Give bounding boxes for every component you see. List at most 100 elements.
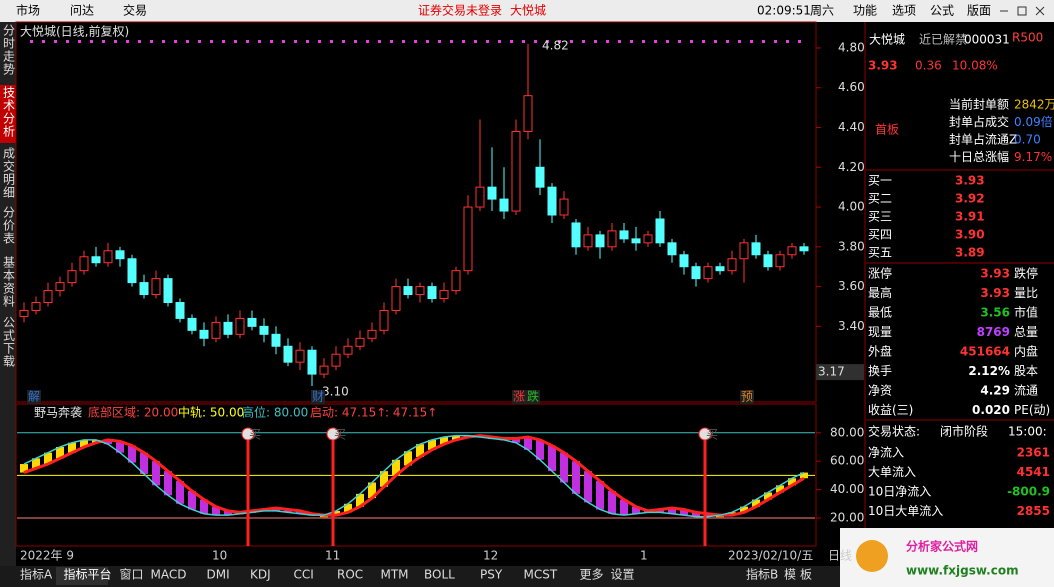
event-label[interactable]: 涨: [513, 389, 525, 404]
bottom-tab[interactable]: DMI: [207, 568, 230, 582]
side-tab[interactable]: 成交明细: [2, 147, 16, 199]
chart-title: 大悦城(日线,前复权): [20, 24, 129, 39]
signal-bar: [752, 499, 760, 507]
flow-label: 净流入: [868, 446, 904, 460]
stat-label: 最低: [868, 306, 892, 320]
signal-dot: [606, 40, 609, 43]
candle-body: [79, 256, 89, 272]
candle-body: [331, 353, 341, 367]
maximize[interactable]: [1017, 6, 1027, 16]
candle-body: [691, 266, 701, 280]
stat-label: 总量: [1014, 325, 1038, 339]
signal-bar: [68, 442, 76, 453]
signal-dot: [198, 40, 201, 43]
signal-dot: [366, 40, 369, 43]
window-controls: [1000, 6, 1045, 16]
event-label[interactable]: 预: [741, 390, 753, 404]
event-label[interactable]: 财: [312, 390, 324, 404]
signal-bar: [776, 485, 784, 493]
signal-dot: [102, 40, 105, 43]
candle-body: [415, 286, 425, 296]
event-label[interactable]: 解: [28, 390, 40, 404]
signal-dot: [798, 40, 801, 43]
stat-value: 451664: [960, 345, 1010, 359]
bottom-tab[interactable]: KDJ: [250, 568, 271, 582]
bottom-tab[interactable]: 指标B: [746, 567, 778, 582]
signal-bar: [680, 509, 688, 516]
menu-item[interactable]: 版面: [967, 4, 991, 18]
candle-body: [607, 230, 617, 248]
candle-body: [295, 349, 305, 363]
candle-body: [775, 254, 785, 268]
side-tab[interactable]: 分时走势: [2, 24, 16, 76]
close[interactable]: [1035, 6, 1045, 16]
seal-label: 封单占成交: [949, 114, 1009, 129]
side-tab[interactable]: 公式下载: [2, 316, 16, 368]
candle-body: [655, 218, 665, 244]
bottom-tab[interactable]: PSY: [480, 568, 503, 582]
flow-value: 2361: [1017, 446, 1050, 460]
side-tab[interactable]: 基本资料: [2, 256, 16, 308]
bottom-tab[interactable]: BOLL: [424, 568, 455, 582]
high-label: 4.82: [542, 38, 569, 52]
menu-item[interactable]: 功能: [853, 4, 877, 18]
seal-value: 0.70: [1014, 133, 1041, 147]
candle-body: [31, 302, 41, 311]
candle-body: [499, 198, 509, 212]
signal-bar: [548, 445, 556, 472]
event-box: [740, 390, 754, 404]
side-tab[interactable]: 技术分析: [2, 86, 16, 138]
bottom-tab[interactable]: 模: [784, 568, 796, 582]
candle-body: [319, 365, 329, 375]
bottom-tab[interactable]: 设置: [611, 568, 635, 582]
bottom-tab[interactable]: 指标平台: [64, 567, 112, 582]
stat-value: 3.93: [980, 286, 1010, 300]
bottom-tab[interactable]: 窗口: [120, 568, 144, 582]
indicator-title: 野马奔袭: [34, 405, 82, 420]
side-tab[interactable]: 分价表: [2, 206, 16, 245]
menu-item[interactable]: 问达: [70, 4, 94, 18]
signal-bar: [20, 464, 28, 473]
low-label: 3.10: [322, 385, 349, 399]
signal-dot: [762, 40, 765, 43]
event-box: [27, 390, 41, 404]
stat-label: 净资: [868, 384, 892, 398]
signal-dot: [786, 40, 789, 43]
menu-item[interactable]: 选项: [892, 4, 916, 18]
signal-bar: [392, 459, 400, 476]
candle-body: [139, 282, 149, 296]
signal-dot: [654, 40, 657, 43]
signal-dot: [714, 40, 717, 43]
bottom-tab[interactable]: 指标A: [20, 567, 53, 582]
menu-item[interactable]: 交易: [123, 3, 147, 18]
flow-label: 10日净流入: [868, 485, 931, 499]
bottom-tab[interactable]: 板: [800, 568, 812, 582]
signal-label: 买: [249, 428, 261, 442]
menu-item[interactable]: 公式: [930, 4, 954, 18]
signal-bar: [32, 458, 40, 469]
signal-bar: [452, 435, 460, 440]
bottom-tab[interactable]: CCI: [294, 568, 314, 582]
signal-dot: [390, 40, 393, 43]
signal-bar: [440, 437, 448, 445]
signal-bar: [80, 439, 88, 447]
bottom-tab[interactable]: MACD: [151, 568, 187, 582]
signal-bar: [764, 492, 772, 500]
bid-price: 3.92: [955, 192, 985, 206]
signal-bar: [788, 478, 796, 486]
signal-bar: [416, 444, 424, 457]
menu-item[interactable]: 市场: [16, 3, 40, 18]
bottom-tab[interactable]: MCST: [524, 568, 558, 582]
bottom-tab[interactable]: 更多: [580, 568, 604, 582]
bottom-tab[interactable]: MTM: [381, 568, 409, 582]
indicator-line: [23, 434, 805, 517]
candle-body: [643, 234, 653, 244]
bid-price: 3.93: [955, 174, 985, 188]
candle-body: [91, 256, 101, 264]
signal-bar: [620, 499, 628, 516]
bottom-tab[interactable]: ROC: [337, 568, 363, 582]
event-label[interactable]: 跌: [527, 389, 539, 404]
candle-body: [151, 278, 161, 296]
